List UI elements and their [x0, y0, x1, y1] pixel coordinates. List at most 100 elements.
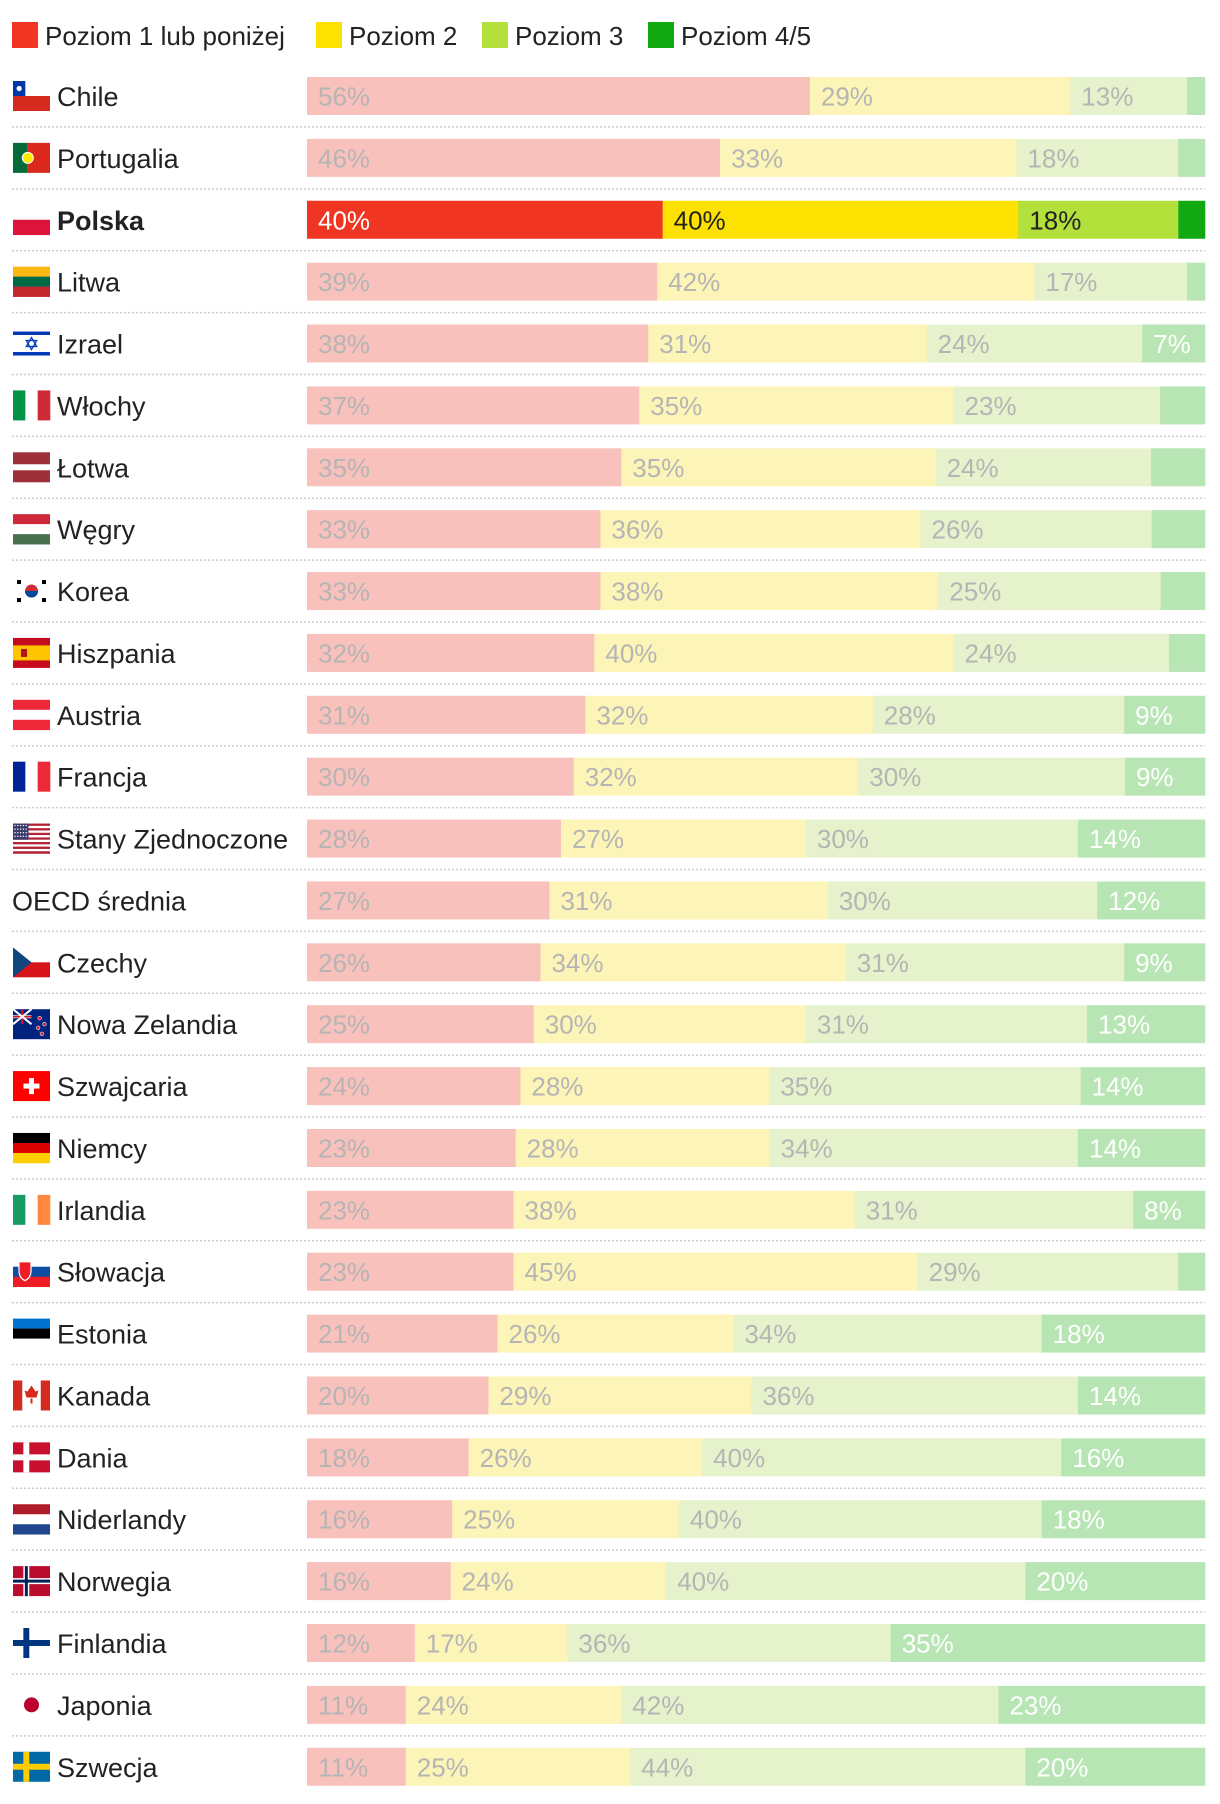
flag-cz-icon: [13, 947, 50, 978]
row-18: Niemcy 23% 28% 34% 14%: [12, 1128, 1206, 1180]
legend-label-4: Poziom 4/5: [681, 21, 811, 51]
row-21: Estonia 21% 26% 34% 18%: [12, 1314, 1206, 1366]
bar-value-label: 40%: [674, 205, 726, 235]
bar-segment-level-2: [639, 386, 954, 425]
bar-segment-level-4: [1160, 386, 1206, 425]
bar-value-label: 29%: [929, 1257, 981, 1287]
bar-value-label: 37%: [318, 391, 370, 421]
bar-segment-level-4: [1124, 943, 1206, 982]
bar-value-label: 46%: [318, 143, 370, 173]
bar-value-label: 7%: [1153, 329, 1191, 359]
bar-segment-level-1: [307, 1005, 535, 1044]
country-label: Włochy: [57, 391, 146, 421]
bar-segment-level-1: [307, 1314, 498, 1353]
bar-value-label: 27%: [318, 886, 370, 916]
row-22: Kanada 20% 29% 36% 14%: [12, 1376, 1206, 1428]
bar-segment-level-4: [1169, 633, 1206, 672]
row-14: OECD średnia 27% 31% 30% 12%: [12, 881, 1206, 933]
bar-segment-level-1: [307, 324, 649, 363]
bar-value-label: 16%: [1072, 1443, 1124, 1473]
bar-value-label: 18%: [1027, 143, 1079, 173]
row-6: Włochy 37% 35% 23%: [12, 386, 1206, 438]
country-label: Słowacja: [57, 1258, 166, 1288]
bar-segment-level-4: [1097, 881, 1206, 920]
row-1: Chile 56% 29% 13%: [12, 77, 1206, 128]
bar-value-label: 18%: [318, 1443, 370, 1473]
bar-value-label: 20%: [318, 1381, 370, 1411]
legend-label-3: Poziom 3: [515, 21, 623, 51]
bar-segment-level-4: [1124, 757, 1206, 796]
bar-value-label: 27%: [572, 824, 624, 854]
bar-segment-level-3: [935, 448, 1152, 487]
country-label: OECD średnia: [12, 886, 187, 916]
bar-value-label: 56%: [318, 82, 370, 112]
bar-segment-level-4: [1151, 448, 1206, 487]
row-20: Słowacja 23% 45% 29%: [12, 1252, 1206, 1304]
flag-ie-icon: [13, 1194, 51, 1225]
bar-value-label: 30%: [869, 762, 921, 792]
bar-value-label: 28%: [884, 700, 936, 730]
bar-segment-level-4: [1078, 819, 1206, 858]
bar-value-label: 24%: [965, 638, 1017, 668]
bar-value-label: 36%: [762, 1381, 814, 1411]
bar-segment-level-2: [488, 1376, 752, 1415]
bar-segment-level-4: [1178, 138, 1206, 177]
bar-value-label: 18%: [1053, 1319, 1105, 1349]
bar-value-label: 28%: [527, 1133, 579, 1163]
bar-segment-level-3: [1018, 200, 1179, 239]
legend-label-2: Poziom 2: [349, 21, 457, 51]
bar-value-label: 18%: [1029, 205, 1081, 235]
bar-value-label: 31%: [857, 948, 909, 978]
country-label: Kanada: [57, 1381, 151, 1411]
flag-pl-icon: [13, 204, 50, 236]
bar-segment-level-2: [405, 1747, 631, 1786]
bar-segment-level-2: [594, 633, 954, 672]
bar-segment-level-3: [733, 1314, 1043, 1353]
bar-value-label: 23%: [318, 1195, 370, 1225]
bar-value-label: 31%: [318, 700, 370, 730]
bar-segment-level-4: [1160, 572, 1206, 611]
bar-value-label: 45%: [525, 1257, 577, 1287]
bar-value-label: 40%: [605, 638, 657, 668]
bar-segment-level-4: [1061, 1438, 1206, 1477]
country-label: Korea: [57, 577, 130, 607]
bar-segment-level-1: [307, 1128, 516, 1167]
flag-il-icon: [13, 328, 50, 359]
flag-cl-icon: [13, 81, 50, 111]
bar-value-label: 14%: [1089, 824, 1141, 854]
bar-value-label: 30%: [318, 762, 370, 792]
row-12: Francja 30% 32% 30% 9%: [12, 757, 1206, 809]
bar-segment-level-2: [549, 881, 829, 920]
bar-value-label: 38%: [525, 1195, 577, 1225]
row-24: Niderlandy 16% 25% 40% 18%: [12, 1500, 1206, 1551]
bar-value-label: 8%: [1144, 1195, 1182, 1225]
country-label: Litwa: [57, 268, 121, 298]
bar-segment-level-3: [1016, 138, 1179, 177]
country-label: Dania: [57, 1443, 129, 1473]
bar-segment-level-2: [513, 1252, 918, 1291]
bar-segment-level-4: [1151, 510, 1206, 549]
country-label: Portugalia: [57, 144, 180, 174]
bar-segment-level-1: [307, 77, 811, 115]
flag-se-icon: [13, 1751, 50, 1782]
country-label: Niderlandy: [57, 1505, 187, 1535]
bar-value-label: 12%: [318, 1629, 370, 1659]
bar-value-label: 26%: [480, 1443, 532, 1473]
flag-kr-icon: [13, 576, 50, 607]
country-label: Stany Zjednoczone: [57, 825, 288, 855]
bar-value-label: 30%: [817, 824, 869, 854]
bar-segment-level-1: [307, 1067, 521, 1106]
bar-segment-level-1: [307, 1438, 469, 1477]
bar-value-label: 24%: [462, 1567, 514, 1597]
bar-value-label: 44%: [641, 1752, 693, 1782]
bar-segment-level-2: [585, 695, 874, 734]
flag-nz-icon: [12, 1008, 50, 1040]
bar-value-label: 12%: [1108, 886, 1160, 916]
bar-segment-level-1: [307, 138, 721, 177]
bar-segment-level-3: [917, 1252, 1179, 1291]
bar-value-label: 17%: [426, 1629, 478, 1659]
bar-segment-level-2: [809, 77, 1071, 115]
bar-segment-level-1: [307, 943, 541, 982]
bar-value-label: 28%: [318, 824, 370, 854]
bar-segment-level-4: [1187, 77, 1206, 115]
